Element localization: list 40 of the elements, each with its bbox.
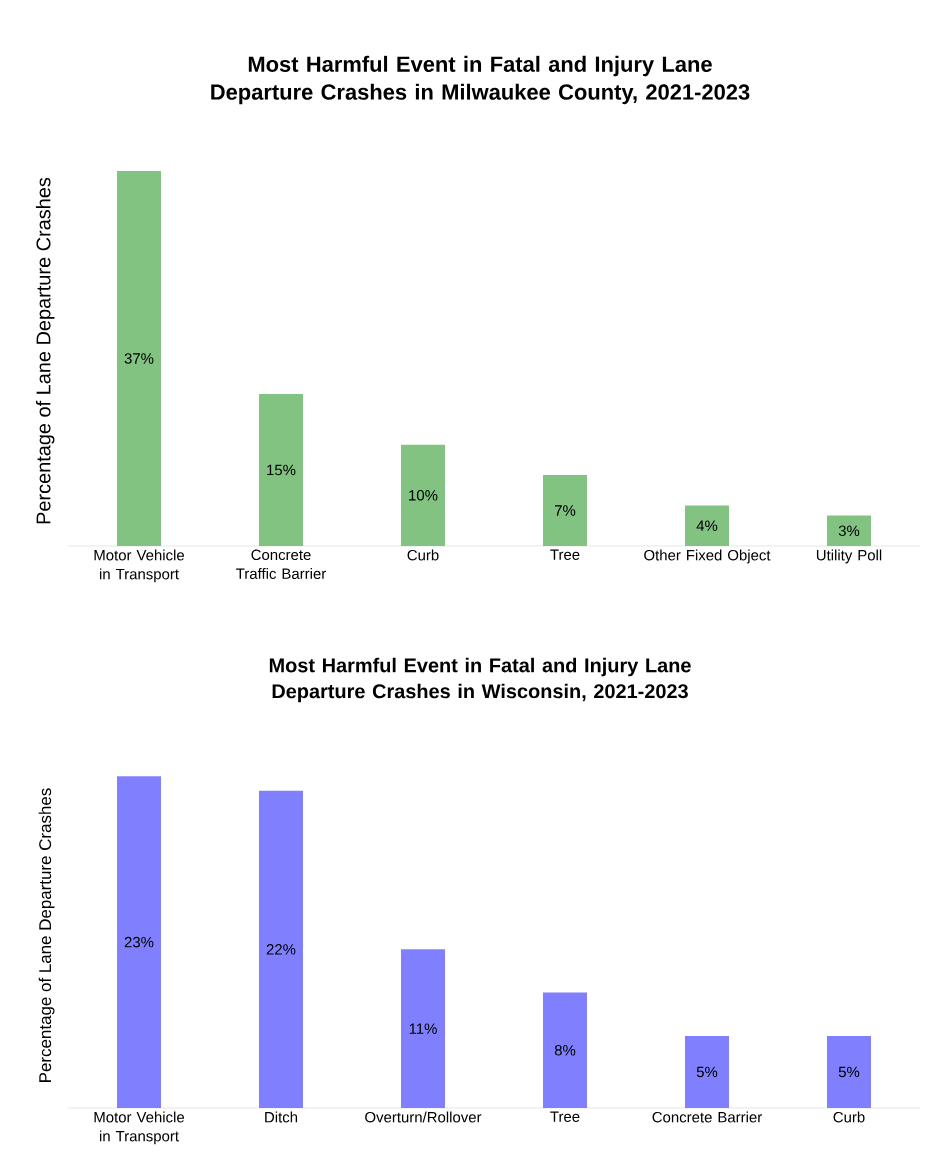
data-label: 8%	[554, 1045, 576, 1056]
bar	[543, 992, 587, 1108]
chart-title: Most Harmful Event in Fatal and Injury Lane Departure Crashes in Milwaukee County, 2021-2023	[211, 55, 750, 105]
data-label: 15%	[267, 464, 296, 476]
chart-title: Most Harmful Event in Fatal and Injury Lane Departure Crashes in Wisconsin, 2021-2023	[269, 657, 691, 703]
bar	[117, 776, 161, 1108]
x-tick-label: Curb	[833, 1111, 865, 1123]
bar	[543, 475, 587, 546]
bar	[827, 1035, 872, 1108]
x-tick-label: Tree	[550, 549, 580, 560]
data-label: 11%	[409, 1023, 437, 1034]
x-tick-label: Curb	[407, 549, 439, 561]
data-label: 37%	[124, 353, 154, 364]
data-label: 10%	[409, 490, 438, 501]
data-label: 23%	[124, 936, 154, 948]
x-tick-label: Utility Poll	[816, 549, 882, 564]
bar	[401, 444, 445, 546]
bar	[401, 949, 445, 1108]
bar	[685, 1035, 729, 1108]
bar	[259, 790, 303, 1108]
data-label: 7%	[554, 505, 576, 516]
x-tick-label: Overturn/Rollover	[365, 1111, 482, 1123]
data-label: 4%	[696, 520, 718, 531]
data-label: 3%	[838, 525, 860, 537]
x-tick-label: Concrete Barrier	[652, 1111, 762, 1123]
x-tick-label: Other Fixed Object	[644, 549, 771, 564]
x-tick-label: Tree	[550, 1111, 580, 1122]
data-label: 5%	[696, 1066, 718, 1078]
y-axis-title: Percentage of Lane Departure Crashes	[35, 177, 55, 524]
y-axis-title: Percentage of Lane Departure Crashes	[38, 788, 55, 1082]
x-tick-label: Ditch	[265, 1111, 298, 1123]
x-tick-label: Concrete Traffic Barrier	[236, 549, 326, 580]
data-label: 5%	[838, 1066, 860, 1078]
bar	[685, 505, 729, 546]
bar	[827, 515, 872, 546]
x-tick-label: Motor Vehicle in Transport	[94, 549, 185, 583]
bar	[259, 393, 303, 546]
bar	[117, 170, 161, 546]
data-label: 22%	[266, 944, 296, 955]
x-tick-label: Motor Vehicle in Transport	[94, 1111, 185, 1145]
